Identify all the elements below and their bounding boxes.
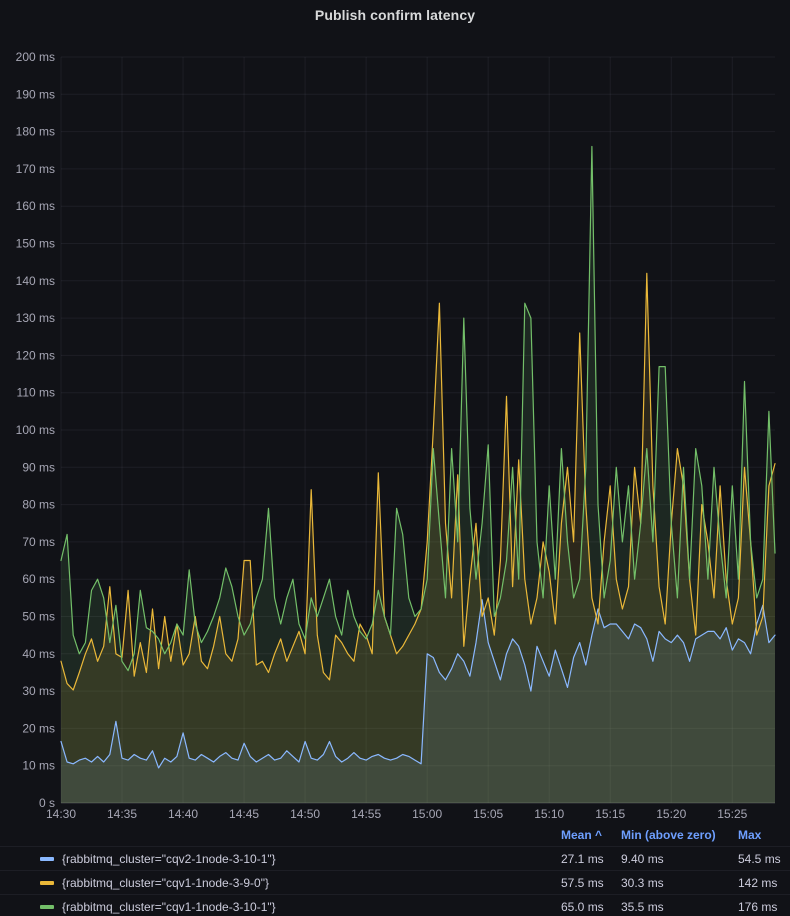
legend-col-max[interactable]: Max: [738, 828, 762, 842]
mean-value: 57.5 ms: [561, 875, 604, 890]
mean-value: 65.0 ms: [561, 899, 604, 914]
series-label[interactable]: {rabbitmq_cluster="cqv1-1node-3-10-1"}: [62, 899, 276, 914]
gridlines: [60, 56, 775, 804]
series-fill-cqv1-1node-3-10-1: [61, 146, 775, 803]
x-tick-label: 15:15: [595, 807, 625, 821]
y-tick-label: 150 ms: [16, 237, 55, 251]
series-fill-cqv1-1node-3-9-0: [61, 273, 775, 803]
max-value: 54.5 ms: [738, 851, 781, 866]
legend-row-cqv2-1node-3-10-1[interactable]: {rabbitmq_cluster="cqv2-1node-3-10-1"} 2…: [0, 846, 790, 870]
x-tick-label: 14:35: [107, 807, 137, 821]
x-tick-label: 14:55: [351, 807, 381, 821]
series-fill-cqv2-1node-3-10-1: [61, 599, 775, 803]
y-tick-label: 0 s: [39, 796, 55, 810]
y-tick-label: 130 ms: [16, 311, 55, 325]
y-tick-label: 180 ms: [16, 125, 55, 139]
series-swatch-blue[interactable]: [40, 856, 54, 861]
max-value: 176 ms: [738, 899, 778, 914]
x-tick-label: 14:45: [229, 807, 259, 821]
mean-value: 27.1 ms: [561, 851, 604, 866]
min-value: 35.5 ms: [621, 899, 664, 914]
y-tick-label: 170 ms: [16, 162, 55, 176]
y-tick-label: 80 ms: [22, 498, 55, 512]
x-tick-label: 15:10: [534, 807, 564, 821]
series-line-cqv1-1node-3-10-1: [60, 145, 776, 672]
min-value: 30.3 ms: [621, 875, 664, 890]
max-value: 142 ms: [738, 875, 778, 890]
x-tick-label: 15:25: [717, 807, 747, 821]
legend-col-min[interactable]: Min (above zero): [621, 828, 716, 842]
x-tick-label: 14:50: [290, 807, 320, 821]
y-tick-label: 110 ms: [17, 386, 55, 400]
series-swatch-green[interactable]: [40, 904, 54, 909]
y-tick-label: 160 ms: [16, 199, 55, 213]
min-value: 9.40 ms: [621, 851, 664, 866]
legend-header-row: Mean ^ Min (above zero) Max: [0, 824, 790, 846]
y-tick-label: 70 ms: [22, 535, 55, 549]
y-tick-label: 100 ms: [16, 423, 55, 437]
x-tick-label: 14:40: [168, 807, 198, 821]
series-swatch-yellow[interactable]: [40, 880, 54, 885]
y-tick-label: 140 ms: [16, 274, 55, 288]
axis-tick-labels: 0 s 10 ms 20 ms 30 ms 40 ms 50 ms 60 ms 70 ms 80…: [16, 50, 748, 821]
y-tick-label: 20 ms: [22, 721, 55, 735]
legend-col-mean[interactable]: Mean ^: [561, 828, 603, 842]
y-tick-label: 10 ms: [22, 759, 55, 773]
y-tick-label: 30 ms: [22, 684, 55, 698]
y-tick-label: 50 ms: [22, 610, 55, 624]
y-tick-label: 200 ms: [16, 50, 55, 64]
series-label[interactable]: {rabbitmq_cluster="cqv1-1node-3-9-0"}: [62, 875, 269, 890]
y-tick-label: 60 ms: [22, 572, 55, 586]
legend-table: Mean ^ Min (above zero) Max {rabbitmq_cl…: [0, 824, 790, 916]
y-tick-label: 190 ms: [16, 87, 55, 101]
x-tick-label: 15:05: [473, 807, 503, 821]
legend-row-cqv1-1node-3-10-1[interactable]: {rabbitmq_cluster="cqv1-1node-3-10-1"} 6…: [0, 894, 790, 916]
y-tick-label: 90 ms: [22, 460, 55, 474]
series-label[interactable]: {rabbitmq_cluster="cqv2-1node-3-10-1"}: [62, 851, 276, 866]
series-line-cqv2-1node-3-10-1: [60, 599, 776, 769]
chart-svg[interactable]: 0 s 10 ms 20 ms 30 ms 40 ms 50 ms 60 ms 70 ms 80…: [0, 0, 790, 822]
series-line-cqv1-1node-3-9-0: [60, 272, 776, 691]
y-tick-label: 40 ms: [22, 647, 55, 661]
x-tick-label: 15:00: [412, 807, 442, 821]
x-tick-label: 15:20: [656, 807, 686, 821]
x-tick-label: 14:30: [46, 807, 76, 821]
y-tick-label: 120 ms: [16, 348, 55, 362]
panel-title[interactable]: Publish confirm latency: [314, 7, 476, 23]
legend-row-cqv1-1node-3-9-0[interactable]: {rabbitmq_cluster="cqv1-1node-3-9-0"} 57…: [0, 870, 790, 894]
